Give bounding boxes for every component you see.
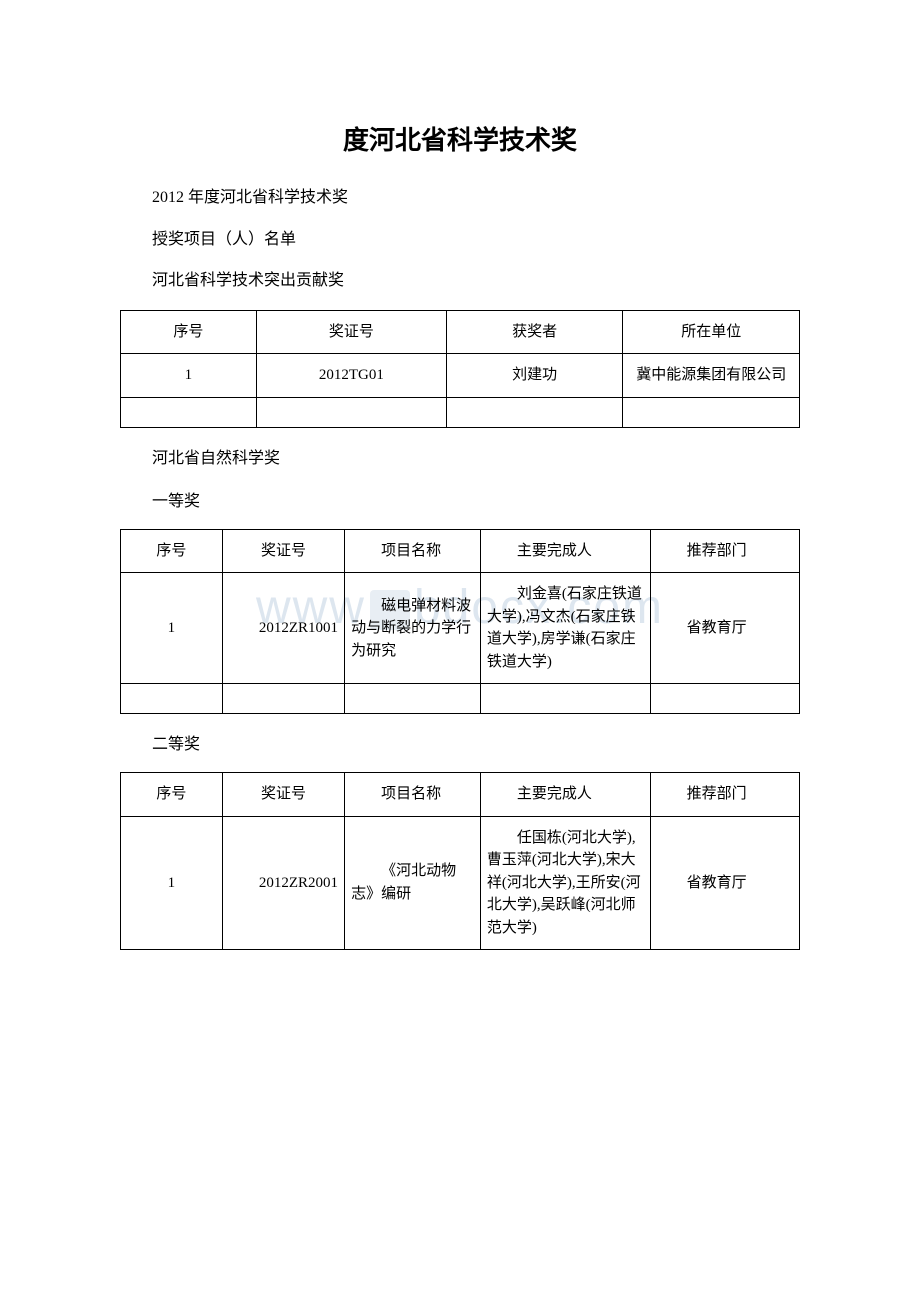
table-row: 序号 奖证号 项目名称 主要完成人 推荐部门 xyxy=(121,529,800,573)
cell-seq: 1 xyxy=(121,816,223,950)
cell-winner: 刘建功 xyxy=(446,354,623,398)
section2-label: 河北省自然科学奖 xyxy=(120,446,800,472)
col-header-cert: 奖证号 xyxy=(222,529,344,573)
subtitle-list: 授奖项目（人）名单 xyxy=(120,227,800,253)
section2-sub2: 二等奖 xyxy=(120,732,800,758)
cell-cert: 2012ZR1001 xyxy=(222,573,344,684)
cell-project: 《河北动物志》编研 xyxy=(345,816,481,950)
col-header-dept: 推荐部门 xyxy=(650,773,799,817)
table-row: 序号 奖证号 获奖者 所在单位 xyxy=(121,310,800,354)
empty-cell xyxy=(623,397,800,427)
col-header-people: 主要完成人 xyxy=(480,773,650,817)
empty-cell xyxy=(480,684,650,714)
col-header-unit: 所在单位 xyxy=(623,310,800,354)
table-contribution-award: 序号 奖证号 获奖者 所在单位 1 2012TG01 刘建功 冀中能源集团有限公… xyxy=(120,310,800,428)
col-header-project: 项目名称 xyxy=(345,773,481,817)
cell-project: 磁电弹材料波动与断裂的力学行为研究 xyxy=(345,573,481,684)
table-row: 1 2012ZR1001 磁电弹材料波动与断裂的力学行为研究 刘金喜(石家庄铁道… xyxy=(121,573,800,684)
col-header-project: 项目名称 xyxy=(345,529,481,573)
table-row: 序号 奖证号 项目名称 主要完成人 推荐部门 xyxy=(121,773,800,817)
empty-cell xyxy=(345,684,481,714)
col-header-cert: 奖证号 xyxy=(222,773,344,817)
cell-people: 任国栋(河北大学),曹玉萍(河北大学),宋大祥(河北大学),王所安(河北大学),… xyxy=(480,816,650,950)
table-row: 1 2012ZR2001 《河北动物志》编研 任国栋(河北大学),曹玉萍(河北大… xyxy=(121,816,800,950)
table-natural-science-first: 序号 奖证号 项目名称 主要完成人 推荐部门 1 2012ZR1001 磁电弹材… xyxy=(120,529,800,715)
table-row: 1 2012TG01 刘建功 冀中能源集团有限公司 xyxy=(121,354,800,398)
section1-label: 河北省科学技术突出贡献奖 xyxy=(120,268,800,294)
empty-cell xyxy=(222,684,344,714)
cell-people: 刘金喜(石家庄铁道大学),冯文杰(石家庄铁道大学),房学谦(石家庄铁道大学) xyxy=(480,573,650,684)
empty-cell xyxy=(446,397,623,427)
col-header-seq: 序号 xyxy=(121,773,223,817)
col-header-dept: 推荐部门 xyxy=(650,529,799,573)
table-row xyxy=(121,397,800,427)
col-header-seq: 序号 xyxy=(121,310,257,354)
empty-cell xyxy=(650,684,799,714)
cell-cert: 2012TG01 xyxy=(256,354,446,398)
table-natural-science-second: 序号 奖证号 项目名称 主要完成人 推荐部门 1 2012ZR2001 《河北动… xyxy=(120,772,800,950)
subtitle-year: 2012 年度河北省科学技术奖 xyxy=(120,185,800,211)
empty-cell xyxy=(121,684,223,714)
cell-cert: 2012ZR2001 xyxy=(222,816,344,950)
col-header-cert: 奖证号 xyxy=(256,310,446,354)
cell-dept: 省教育厅 xyxy=(650,816,799,950)
col-header-seq: 序号 xyxy=(121,529,223,573)
cell-dept: 省教育厅 xyxy=(650,573,799,684)
empty-cell xyxy=(121,397,257,427)
cell-seq: 1 xyxy=(121,573,223,684)
section2-sub1: 一等奖 xyxy=(120,489,800,515)
cell-seq: 1 xyxy=(121,354,257,398)
table-row xyxy=(121,684,800,714)
page-title: 度河北省科学技术奖 xyxy=(120,120,800,157)
empty-cell xyxy=(256,397,446,427)
col-header-people: 主要完成人 xyxy=(480,529,650,573)
cell-unit: 冀中能源集团有限公司 xyxy=(623,354,800,398)
col-header-winner: 获奖者 xyxy=(446,310,623,354)
